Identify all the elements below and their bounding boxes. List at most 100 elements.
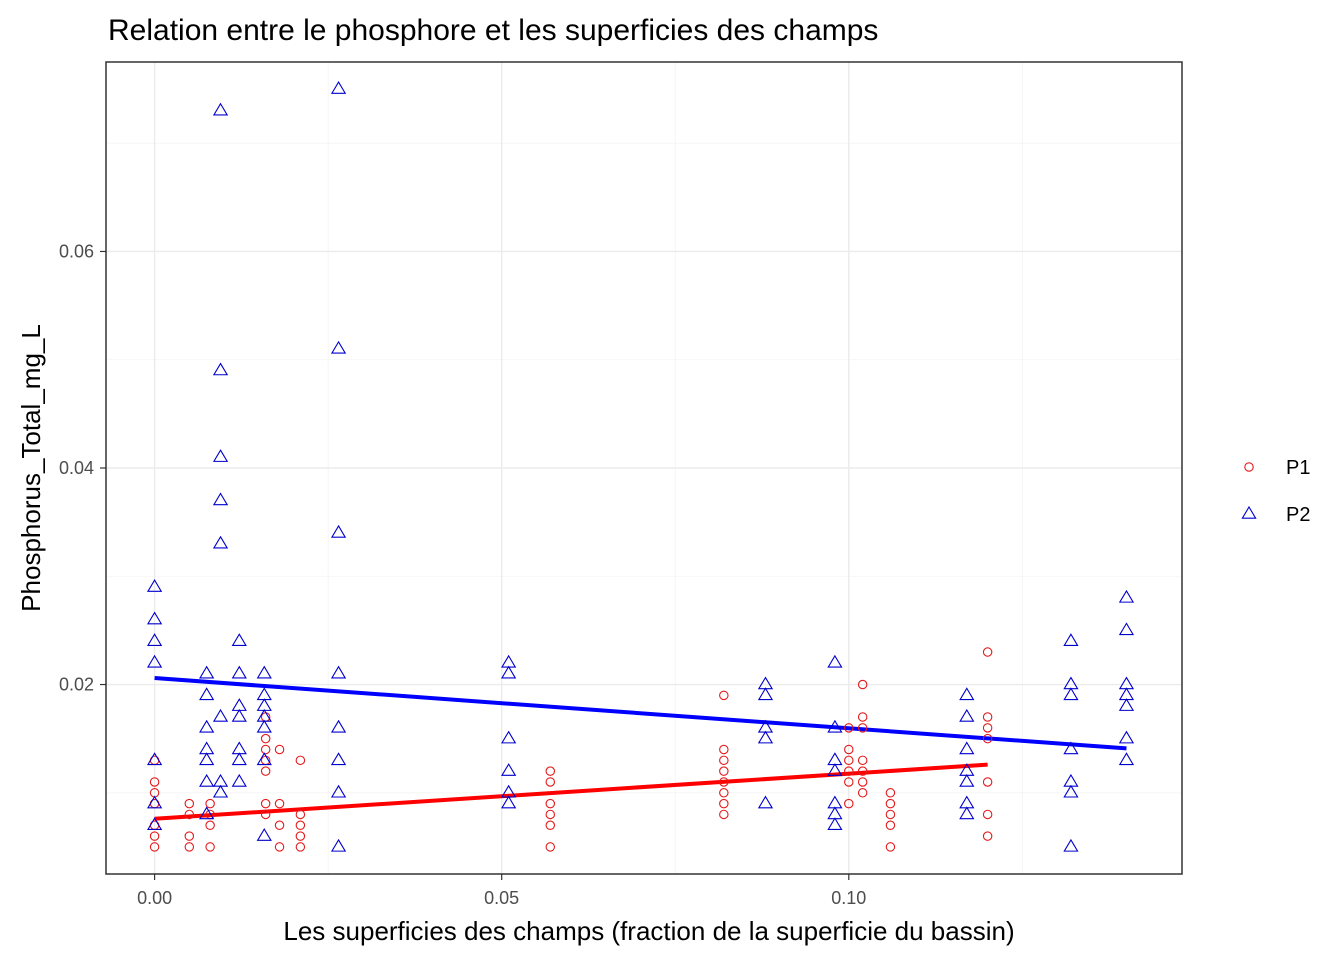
point-p2 [1063, 773, 1079, 787]
point-p2 [212, 449, 229, 462]
x-axis-ticks: 0.00 0.05 0.10 [137, 874, 866, 908]
point-p1 [885, 820, 896, 831]
point-p1 [719, 690, 729, 701]
point-p2 [1063, 741, 1079, 755]
point-p2 [1063, 838, 1079, 852]
point-p1 [184, 831, 195, 841]
point-p2 [146, 795, 163, 809]
point-p1 [149, 777, 160, 787]
point-p2 [231, 665, 247, 679]
point-p2 [501, 763, 517, 776]
point-p2 [146, 579, 163, 592]
point-p1 [982, 831, 993, 841]
point-p2 [1118, 752, 1135, 766]
point-p2 [330, 752, 347, 766]
point-p1 [857, 766, 868, 776]
legend-key-p1 [1244, 462, 1254, 472]
point-p1 [885, 788, 896, 798]
point-p2 [827, 752, 843, 766]
point-p2 [256, 665, 272, 679]
point-p2 [827, 817, 843, 831]
point-p2 [330, 340, 347, 354]
y-tick-label: 0.02 [59, 675, 94, 695]
point-p1 [982, 733, 993, 744]
point-p2 [256, 708, 272, 722]
point-p1 [205, 798, 215, 809]
point-p2 [959, 708, 975, 722]
point-p2 [501, 665, 517, 679]
point-p2 [827, 795, 843, 809]
point-p1 [857, 712, 868, 722]
point-p2 [1118, 698, 1135, 711]
point-p1 [260, 809, 271, 820]
point-p1 [885, 798, 896, 809]
point-p2 [199, 665, 215, 679]
point-p2 [330, 719, 347, 733]
point-p1 [719, 798, 729, 809]
point-p2 [146, 633, 163, 646]
point-p1 [857, 723, 868, 733]
point-p1 [545, 820, 556, 831]
point-p1 [295, 755, 306, 766]
point-p1 [844, 798, 854, 809]
point-p2 [212, 708, 229, 722]
point-p2 [146, 817, 163, 831]
x-tick-label: 0.10 [831, 888, 866, 908]
point-p1 [719, 788, 729, 798]
point-p2 [199, 773, 215, 787]
trend-line-p2 [154, 676, 1127, 751]
point-p1 [205, 842, 215, 852]
point-p1 [260, 733, 271, 744]
point-p2 [212, 492, 229, 506]
point-p2 [757, 730, 774, 744]
point-p1 [295, 842, 306, 852]
point-p2 [231, 708, 247, 722]
point-p1 [274, 842, 285, 852]
point-p2 [501, 795, 517, 809]
x-tick-label: 0.05 [484, 888, 519, 908]
point-p2 [959, 687, 975, 701]
point-p2 [1063, 676, 1079, 690]
point-p2 [827, 654, 843, 668]
legend-key-p2 [1241, 505, 1257, 519]
point-p2 [212, 102, 229, 116]
point-p1 [295, 809, 306, 820]
point-p1 [545, 809, 556, 820]
point-p2 [501, 730, 517, 744]
point-p2 [199, 806, 215, 820]
point-p2 [959, 773, 975, 787]
point-p2 [1063, 784, 1079, 798]
point-p2 [1118, 589, 1135, 603]
point-p2 [959, 806, 975, 820]
point-p2 [231, 633, 247, 646]
point-p2 [256, 828, 272, 841]
point-p1 [205, 820, 215, 831]
point-p1 [260, 744, 271, 755]
point-p2 [757, 719, 774, 733]
point-p1 [844, 777, 854, 787]
point-p1 [260, 798, 271, 809]
point-p1 [844, 744, 854, 755]
y-axis-title: Phosphorus_Total_mg_L [16, 324, 46, 612]
point-p2 [256, 687, 272, 701]
point-p2 [757, 687, 774, 701]
point-p1 [545, 766, 556, 776]
point-p1 [545, 777, 556, 787]
point-p1 [545, 842, 556, 852]
point-p1 [719, 766, 729, 776]
point-p2 [256, 719, 272, 733]
point-p1 [982, 723, 993, 733]
point-p2 [212, 773, 229, 787]
point-p2 [1118, 676, 1135, 690]
point-p2 [231, 752, 247, 766]
point-p1 [857, 788, 868, 798]
point-p1 [274, 798, 285, 809]
point-p1 [184, 842, 195, 852]
point-p2 [959, 741, 975, 755]
point-p1 [274, 820, 285, 831]
point-p2 [959, 763, 975, 776]
point-p1 [844, 755, 854, 766]
point-p1 [295, 831, 306, 841]
point-p1 [982, 712, 993, 722]
